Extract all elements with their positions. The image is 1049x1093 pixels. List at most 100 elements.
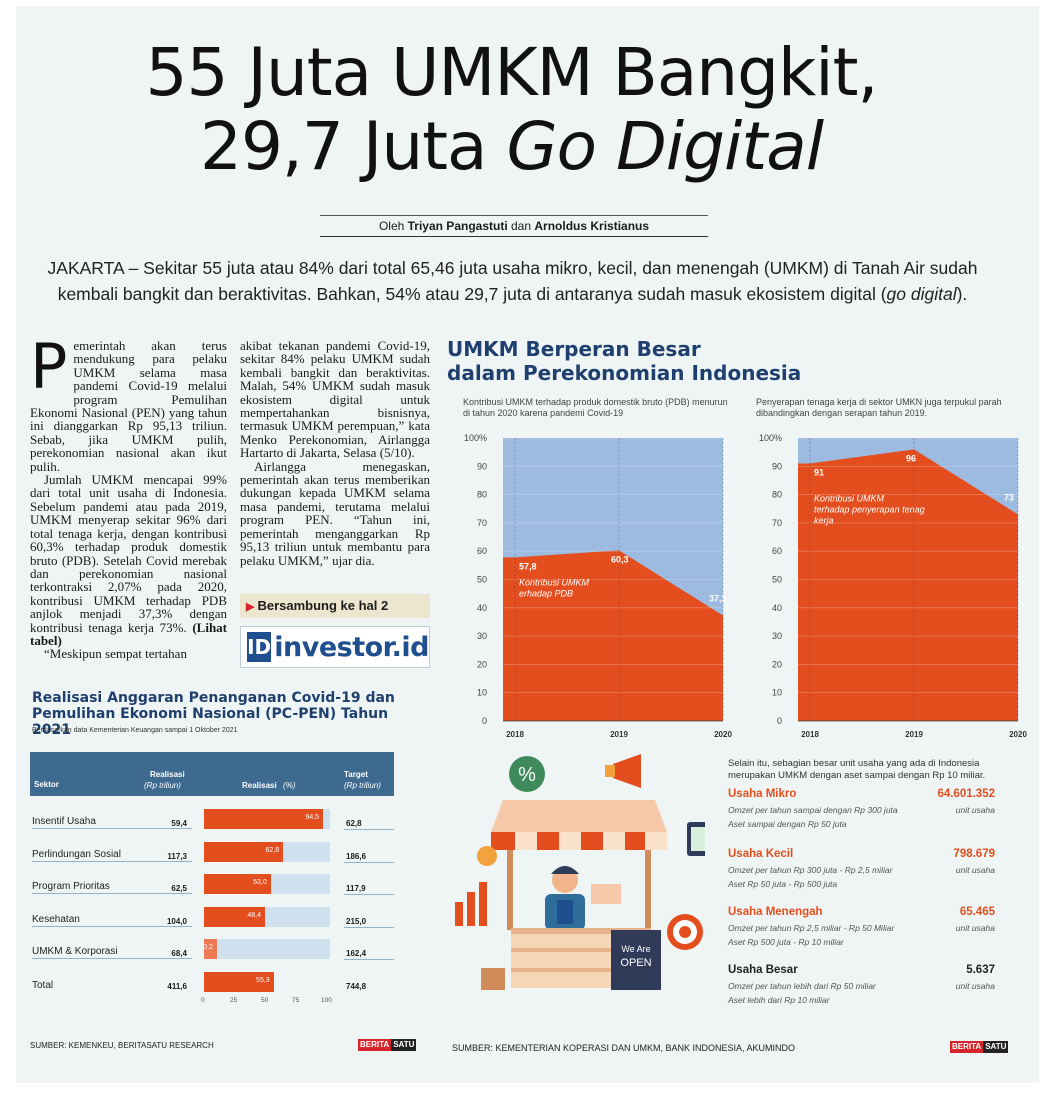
budget-bar-label: 55,3: [256, 976, 270, 984]
business-unit: unit usaha: [955, 865, 995, 875]
budget-row: Total 411,6 55,3 744,8: [30, 970, 394, 994]
budget-target: 162,4: [346, 949, 367, 958]
stall-roof-icon: [491, 800, 667, 850]
x-tick-label: 2020: [1009, 730, 1027, 739]
business-aset: Aset Rp 500 juta - Rp 10 miliar: [728, 937, 844, 947]
budget-subtitle: Berdasarkan data Kementerian Keuangan sa…: [32, 727, 238, 734]
continued-note[interactable]: ▶ Bersambung ke hal 2: [240, 594, 430, 618]
budget-target-rule: [344, 926, 394, 928]
budget-sektor: Program Prioritas: [32, 881, 192, 894]
area-annotation: Kontribusi UMKM: [519, 577, 590, 587]
area-annotation: terhadap penyerapan tenag: [814, 504, 925, 514]
business-value: 65.465: [959, 906, 995, 918]
budget-row: UMKM & Korporasi 68,4 10,2 162,4: [30, 937, 394, 961]
headline: 55 Juta UMKM Bangkit, 29,7 Juta Go Digit…: [0, 36, 1023, 184]
y-tick-label: 20: [477, 659, 487, 669]
business-omzet: Omzet per tahun Rp 300 juta - Rp 2,5 mil…: [728, 865, 893, 875]
y-tick-label: 50: [477, 575, 487, 585]
stall-illustration: % We Are OPEN: [455, 754, 705, 990]
business-item: Usaha Menengah 65.465 unit usaha Omzet per …: [713, 906, 1013, 949]
headline-italic: Go Digital: [506, 108, 824, 185]
budget-sektor: Perlindungan Sosial: [32, 849, 192, 862]
y-tick-label: 50: [772, 575, 782, 585]
budget-bar: 62,8: [204, 841, 284, 862]
budget-bar-label: 94,5: [305, 814, 320, 821]
drop-cap: P: [30, 330, 68, 403]
play-icon: ▶: [246, 601, 255, 613]
chart-pdb: 0 10 20 30 40 50 60 70 80 90 100% 2018 2019 2020 57,8 6…: [455, 426, 735, 751]
area-series: [503, 550, 723, 721]
business-omzet: Omzet per tahun Rp 2,5 miliar - Rp 50 Mi…: [728, 923, 895, 933]
area-series: [798, 449, 1018, 721]
budget-bar-label: 62,8: [265, 846, 280, 854]
budget-realisasi: 68,4: [171, 949, 187, 958]
area-annotation: kerja: [814, 515, 834, 525]
y-tick-label: 60: [477, 546, 487, 556]
coin-icon: [477, 846, 497, 866]
svg-text:We Are: We Are: [621, 944, 650, 954]
area-annotation: erhadap PDB: [519, 588, 573, 598]
y-tick-label: 10: [772, 688, 782, 698]
budget-bar: 94,5: [204, 809, 324, 829]
investor-id-logo[interactable]: ID investor.id: [240, 626, 430, 668]
chart-tenaga-kerja: 0 10 20 30 40 50 60 70 80 90 100% 2018 2019 2020 91 96 7…: [750, 426, 1030, 751]
y-tick-label: 30: [477, 631, 487, 641]
y-tick-label: 70: [772, 518, 782, 528]
budget-bar: 48,4: [204, 906, 265, 927]
budget-realisasi: 62,5: [171, 884, 187, 893]
beritasatu-logo-left: BERITA SATU: [358, 1039, 417, 1051]
business-value: 64.601.352: [937, 788, 995, 800]
budget-realisasi: 104,0: [166, 916, 187, 926]
business-value: 5.637: [966, 964, 995, 976]
business-item: Usaha Kecil 798.679 unit usaha Omzet per ta…: [713, 848, 1013, 891]
budget-bar-track: [204, 939, 330, 959]
infographic-source: SUMBER: KEMENTERIAN KOPERASI DAN UMKM, B…: [452, 1043, 796, 1053]
author-1: Triyan Pangastuti: [407, 219, 508, 233]
y-tick-label: 100%: [464, 433, 487, 443]
budget-bar-label: 53,0: [253, 879, 267, 886]
crate-icon: [481, 968, 505, 990]
infographic-title: UMKM Berperan Besar dalam Perekonomian I…: [447, 337, 802, 385]
budget-target-rule: [344, 829, 394, 830]
budget-row: Kesehatan 104,0 48,4 215,0: [30, 905, 394, 929]
business-aset: Aset lebih dari Rp 10 miliar: [728, 995, 830, 1005]
y-tick-label: 60: [772, 546, 782, 556]
business-aset: Aset Rp 50 juta - Rp 500 juta: [728, 879, 838, 889]
x-tick-label: 2018: [506, 730, 524, 739]
y-tick-label: 40: [477, 603, 487, 613]
y-tick-label: 30: [772, 631, 782, 641]
budget-sektor: Kesehatan: [32, 914, 192, 927]
y-tick-label: 0: [777, 716, 782, 726]
logo-word: investor.id: [274, 631, 429, 663]
logo-mark: ID: [247, 632, 272, 662]
infographic-note: Selain itu, sebagian besar unit usaha ya…: [728, 758, 986, 781]
budget-bar: 10,2: [199, 939, 217, 959]
svg-text:OPEN: OPEN: [620, 957, 651, 969]
data-label: 73: [1004, 492, 1014, 502]
article-column-2: akibat tekanan pandemi Covid-19, sekitar…: [240, 338, 430, 568]
business-omzet: Omzet per tahun sampai dengan Rp 300 jut…: [728, 805, 898, 815]
budget-realisasi: 117,3: [167, 851, 187, 861]
budget-target-rule: [344, 959, 394, 960]
budget-target: 215,0: [346, 916, 367, 926]
byline: Oleh Triyan Pangastuti dan Arnoldus Kris…: [320, 215, 708, 237]
budget-target: 744,8: [346, 981, 367, 991]
y-tick-label: 40: [772, 603, 782, 613]
budget-target: 186,6: [346, 851, 367, 861]
open-sign-icon: We Are OPEN: [611, 930, 661, 990]
budget-realisasi: 59,4: [171, 819, 187, 828]
budget-bar-label: 48,4: [247, 911, 261, 919]
budget-sektor: UMKM & Korporasi: [32, 946, 192, 959]
percent-badge-text: %: [518, 764, 536, 786]
budget-realisasi: 411,6: [167, 981, 187, 991]
x-tick-label: 2018: [801, 730, 819, 739]
data-label: 91: [814, 467, 824, 477]
box-icon: [591, 884, 621, 904]
business-name: Usaha Besar: [728, 964, 798, 976]
bar-chart-icon: [455, 882, 487, 926]
business-unit: unit usaha: [955, 981, 995, 991]
budget-bar: 55,3: [204, 971, 274, 992]
business-item: Usaha Besar 5.637 unit usaha Omzet per tahu…: [713, 964, 1013, 1007]
megaphone-icon: [605, 754, 641, 788]
